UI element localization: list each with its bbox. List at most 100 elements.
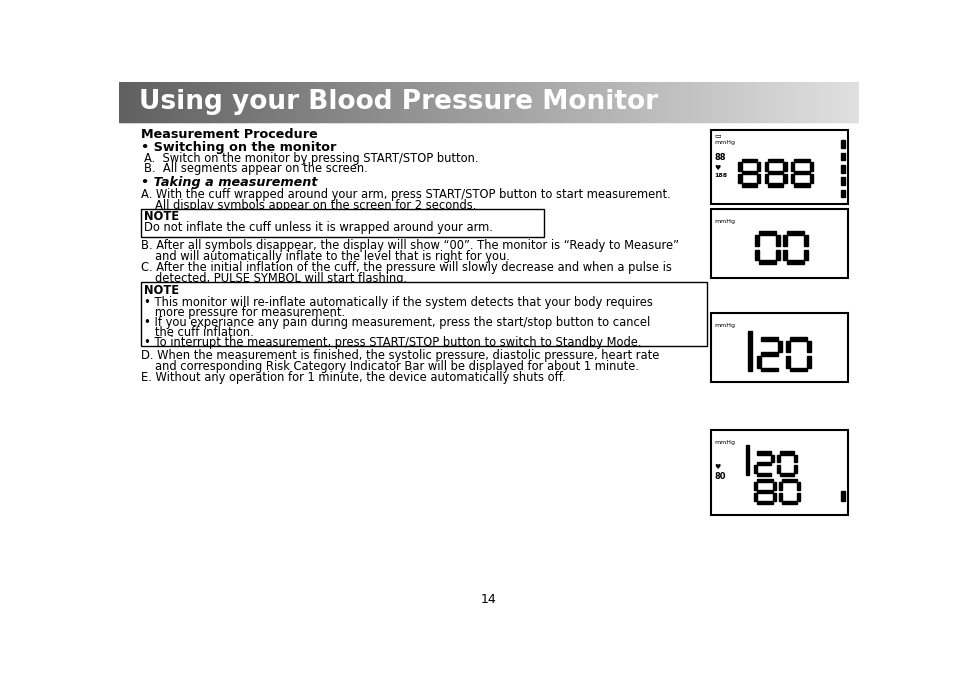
Bar (133, 82, 136, 122)
Bar (684, 82, 687, 122)
Bar (782, 250, 786, 261)
Bar (582, 82, 585, 122)
Bar (767, 82, 770, 122)
Bar (590, 82, 593, 122)
Bar (794, 454, 797, 462)
Bar (616, 82, 618, 122)
Bar (202, 82, 205, 122)
Bar (710, 82, 713, 122)
Bar (692, 82, 694, 122)
Bar (802, 82, 805, 122)
Bar (643, 82, 646, 122)
Bar (127, 82, 129, 122)
Bar (190, 82, 192, 122)
Bar (757, 162, 760, 171)
Text: mmHg: mmHg (714, 140, 735, 145)
Bar (745, 82, 748, 122)
Bar (224, 82, 227, 122)
Bar (418, 82, 421, 122)
Bar (158, 82, 160, 122)
Bar (840, 190, 843, 197)
Bar (662, 82, 664, 122)
Bar (786, 231, 803, 235)
Bar (314, 82, 317, 122)
Text: detected, PULSE SYMBOL will start flashing.: detected, PULSE SYMBOL will start flashi… (154, 271, 407, 284)
Bar (782, 235, 786, 246)
Bar (468, 82, 471, 122)
Bar (708, 82, 711, 122)
Bar (492, 82, 495, 122)
Bar (793, 82, 796, 122)
Bar (186, 82, 188, 122)
Bar (758, 82, 760, 122)
Bar (806, 340, 810, 352)
Bar (204, 82, 207, 122)
Bar (751, 82, 753, 122)
Bar (778, 493, 781, 501)
Bar (777, 454, 780, 462)
Bar (783, 82, 786, 122)
Bar (741, 82, 744, 122)
Bar (156, 82, 158, 122)
Bar (416, 82, 419, 122)
Bar (193, 82, 195, 122)
Bar (625, 82, 628, 122)
Bar (574, 82, 576, 122)
Bar (527, 82, 530, 122)
Bar (291, 82, 294, 122)
Bar (806, 82, 808, 122)
Bar (283, 82, 286, 122)
Bar (777, 465, 780, 473)
Bar (809, 162, 812, 171)
Bar (311, 82, 314, 122)
Bar (302, 82, 305, 122)
Bar (749, 82, 751, 122)
Bar (523, 82, 526, 122)
Text: mmHg: mmHg (714, 440, 735, 445)
Bar (389, 82, 392, 122)
Text: 88: 88 (714, 153, 725, 162)
Bar (529, 82, 532, 122)
Bar (760, 352, 778, 356)
Bar (603, 82, 605, 122)
Bar (743, 82, 746, 122)
Bar (255, 82, 258, 122)
Bar (375, 82, 378, 122)
Bar (147, 82, 150, 122)
Bar (293, 82, 295, 122)
Bar (605, 82, 607, 122)
Bar (653, 82, 656, 122)
Bar (249, 82, 251, 122)
Bar (667, 82, 670, 122)
Bar (753, 465, 757, 473)
Bar (758, 231, 775, 235)
Bar (660, 82, 662, 122)
Bar (757, 451, 770, 454)
Text: ▭: ▭ (714, 133, 720, 138)
Text: 14: 14 (480, 593, 497, 606)
Bar (779, 82, 781, 122)
Bar (540, 82, 542, 122)
Bar (145, 82, 148, 122)
Bar (339, 82, 341, 122)
Bar (578, 82, 581, 122)
Bar (649, 82, 652, 122)
Bar (355, 82, 358, 122)
Bar (840, 177, 843, 185)
Bar (686, 82, 689, 122)
Bar (346, 82, 349, 122)
Text: • This monitor will re-inflate automatically if the system detects that your bod: • This monitor will re-inflate automatic… (144, 295, 652, 308)
Bar (505, 82, 508, 122)
Bar (799, 82, 801, 122)
Bar (592, 82, 595, 122)
Bar (710, 313, 847, 382)
Bar (637, 82, 639, 122)
Bar (479, 82, 482, 122)
Bar (440, 82, 443, 122)
Bar (525, 82, 528, 122)
Bar (560, 82, 563, 122)
Bar (856, 82, 859, 122)
Bar (511, 82, 513, 122)
Bar (612, 82, 615, 122)
Bar (760, 368, 778, 372)
